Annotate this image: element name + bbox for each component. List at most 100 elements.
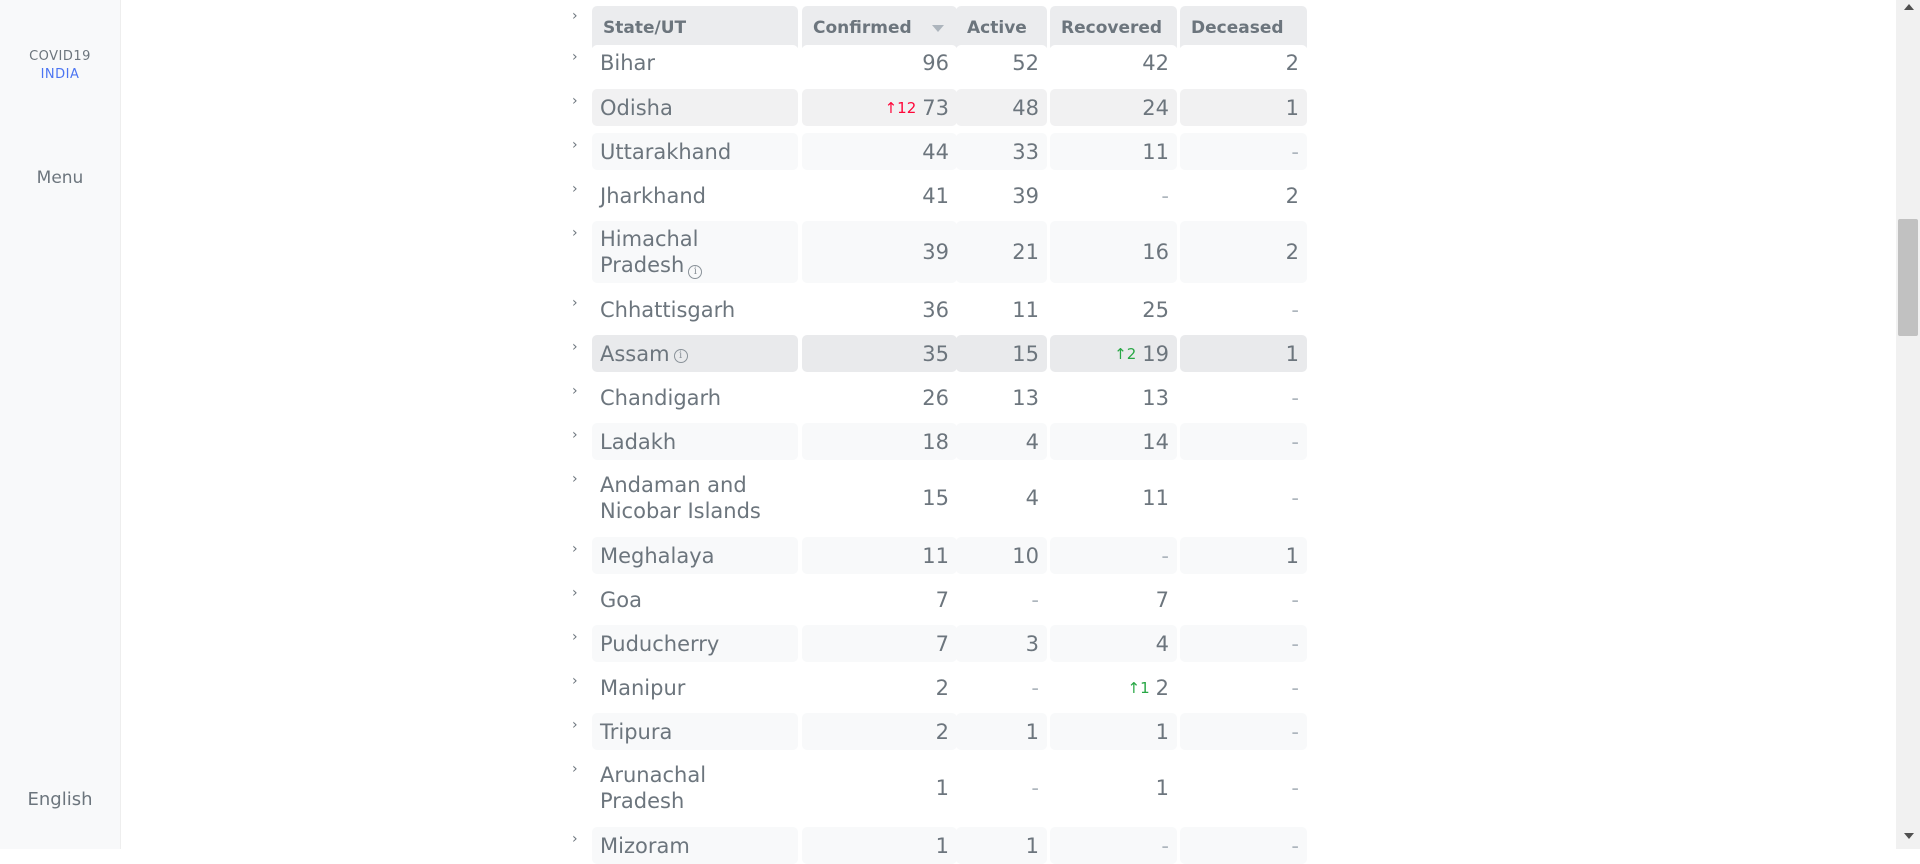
state-name-cell[interactable]: Odisha bbox=[592, 89, 798, 126]
recovered-cell: 7 bbox=[1050, 581, 1177, 618]
recovered-value: 25 bbox=[1142, 297, 1169, 322]
header-active[interactable]: Active bbox=[956, 6, 1047, 51]
table-header-row: › State/UT Confirmed Active Recovered De… bbox=[562, 0, 1307, 51]
deceased-value: 1 bbox=[1285, 95, 1299, 120]
deceased-cell: - bbox=[1180, 669, 1307, 706]
recovered-value: 11 bbox=[1142, 486, 1169, 510]
table-row[interactable]: › Goa 7 - 7 - bbox=[562, 581, 1307, 618]
scroll-down-arrow-icon[interactable] bbox=[1904, 833, 1914, 839]
state-name-cell[interactable]: Arunachal Pradesh bbox=[592, 757, 798, 819]
expand-chevron-icon[interactable]: › bbox=[572, 541, 578, 557]
recovered-value: 19 bbox=[1142, 341, 1169, 366]
recovered-value: 1 bbox=[1155, 776, 1169, 800]
table-row[interactable]: › Uttarakhand 44 33 11 - bbox=[562, 133, 1307, 170]
deceased-value: 2 bbox=[1285, 51, 1299, 75]
state-name-cell[interactable]: Meghalaya bbox=[592, 537, 798, 574]
expand-chevron-icon[interactable]: › bbox=[572, 585, 578, 601]
expand-chevron-icon[interactable]: › bbox=[572, 339, 578, 355]
scroll-up-arrow-icon[interactable] bbox=[1904, 4, 1914, 10]
confirmed-value: 15 bbox=[922, 486, 949, 510]
expand-chevron-icon[interactable]: › bbox=[572, 383, 578, 399]
expand-chevron-icon[interactable]: › bbox=[572, 295, 578, 311]
recovered-delta: ↑1 bbox=[1127, 678, 1150, 697]
header-deceased[interactable]: Deceased bbox=[1180, 6, 1307, 51]
table-row[interactable]: › Puducherry 7 3 4 - bbox=[562, 625, 1307, 662]
state-name-cell[interactable]: Ladakh bbox=[592, 423, 798, 460]
expand-chevron-icon[interactable]: › bbox=[572, 427, 578, 443]
table-row[interactable]: › Andaman and Nicobar Islands 15 4 11 - bbox=[562, 467, 1307, 529]
table-row[interactable]: › Jharkhand 41 39 - 2 bbox=[562, 177, 1307, 214]
state-name-cell[interactable]: Manipur bbox=[592, 669, 798, 706]
table-row[interactable]: › Ladakh 18 4 14 - bbox=[562, 423, 1307, 460]
state-name-cell[interactable]: Puducherry bbox=[592, 625, 798, 662]
confirmed-cell: ↑12 73 bbox=[802, 89, 957, 126]
expand-chevron-icon[interactable]: › bbox=[572, 761, 578, 777]
active-value: 1 bbox=[1025, 833, 1039, 858]
table-row[interactable]: › Meghalaya 11 10 - 1 bbox=[562, 537, 1307, 574]
header-state[interactable]: State/UT bbox=[592, 6, 798, 51]
expand-chevron-icon[interactable]: › bbox=[572, 225, 578, 241]
expand-all-chevron-icon[interactable]: › bbox=[572, 8, 578, 24]
table-row[interactable]: › Chhattisgarh 36 11 25 - bbox=[562, 291, 1307, 328]
state-name-cell[interactable]: Uttarakhand bbox=[592, 133, 798, 170]
table-row[interactable]: › Tripura 2 1 1 - bbox=[562, 713, 1307, 750]
info-icon[interactable]: i bbox=[688, 265, 703, 279]
active-value: 1 bbox=[1025, 719, 1039, 744]
table-row[interactable]: › Chandigarh 26 13 13 - bbox=[562, 379, 1307, 416]
table-row[interactable]: › Arunachal Pradesh 1 - 1 - bbox=[562, 757, 1307, 819]
table-row[interactable]: › Himachal Pradesh i 39 21 16 2 bbox=[562, 221, 1307, 283]
expand-chevron-icon[interactable]: › bbox=[572, 471, 578, 487]
table-row[interactable]: › Bihar 96 52 42 2 bbox=[562, 45, 1307, 81]
header-recovered[interactable]: Recovered bbox=[1050, 6, 1177, 51]
state-name-cell[interactable]: Jharkhand bbox=[592, 177, 798, 214]
vertical-scrollbar[interactable] bbox=[1896, 0, 1920, 849]
confirmed-cell: 15 bbox=[802, 467, 957, 529]
recovered-cell: 4 bbox=[1050, 625, 1177, 662]
menu-button[interactable]: Menu bbox=[36, 168, 84, 188]
state-name-line2: Nicobar Islands bbox=[600, 499, 761, 523]
table-row[interactable]: › Manipur 2 - ↑1 2 - bbox=[562, 669, 1307, 706]
brand-logo[interactable]: COVID19 INDIA bbox=[0, 48, 120, 84]
deceased-cell: 1 bbox=[1180, 537, 1307, 574]
header-confirmed[interactable]: Confirmed bbox=[802, 6, 957, 51]
expand-chevron-icon[interactable]: › bbox=[572, 717, 578, 733]
recovered-value: - bbox=[1161, 833, 1169, 858]
expand-chevron-icon[interactable]: › bbox=[572, 137, 578, 153]
state-name-cell[interactable]: Mizoram bbox=[592, 827, 798, 864]
deceased-cell: - bbox=[1180, 379, 1307, 416]
active-value: 4 bbox=[1025, 486, 1039, 510]
deceased-cell: 2 bbox=[1180, 45, 1307, 81]
confirmed-cell: 44 bbox=[802, 133, 957, 170]
deceased-cell: 2 bbox=[1180, 177, 1307, 214]
state-name-cell[interactable]: Chhattisgarh bbox=[592, 291, 798, 328]
table-row[interactable]: › Assam i 35 15 ↑2 19 1 bbox=[562, 335, 1307, 372]
state-name-cell[interactable]: Himachal Pradesh i bbox=[592, 221, 798, 283]
active-cell: - bbox=[956, 757, 1047, 819]
confirmed-value: 2 bbox=[935, 719, 949, 744]
scrollbar-thumb[interactable] bbox=[1898, 219, 1918, 336]
expand-chevron-icon[interactable]: › bbox=[572, 49, 578, 65]
deceased-value: - bbox=[1291, 587, 1299, 612]
info-icon[interactable]: i bbox=[673, 348, 688, 363]
state-name-cell[interactable]: Assam i bbox=[592, 335, 798, 372]
confirmed-cell: 96 bbox=[802, 45, 957, 81]
expand-chevron-icon[interactable]: › bbox=[572, 629, 578, 645]
recovered-cell: ↑2 19 bbox=[1050, 335, 1177, 372]
state-name-cell[interactable]: Tripura bbox=[592, 713, 798, 750]
table-row[interactable]: › Odisha ↑12 73 48 24 1 bbox=[562, 89, 1307, 126]
confirmed-value: 73 bbox=[922, 95, 949, 120]
confirmed-value: 36 bbox=[922, 297, 949, 322]
expand-chevron-icon[interactable]: › bbox=[572, 93, 578, 109]
recovered-delta: ↑2 bbox=[1114, 344, 1137, 363]
recovered-value: - bbox=[1161, 183, 1169, 208]
expand-chevron-icon[interactable]: › bbox=[572, 673, 578, 689]
state-name-cell[interactable]: Bihar bbox=[592, 45, 798, 81]
state-name-cell[interactable]: Andaman and Nicobar Islands bbox=[592, 467, 798, 529]
language-selector[interactable]: English bbox=[27, 789, 93, 810]
table-row[interactable]: › Mizoram 1 1 - - bbox=[562, 827, 1307, 864]
state-name-cell[interactable]: Chandigarh bbox=[592, 379, 798, 416]
state-name-cell[interactable]: Goa bbox=[592, 581, 798, 618]
recovered-value: 7 bbox=[1155, 587, 1169, 612]
expand-chevron-icon[interactable]: › bbox=[572, 181, 578, 197]
expand-chevron-icon[interactable]: › bbox=[572, 831, 578, 847]
